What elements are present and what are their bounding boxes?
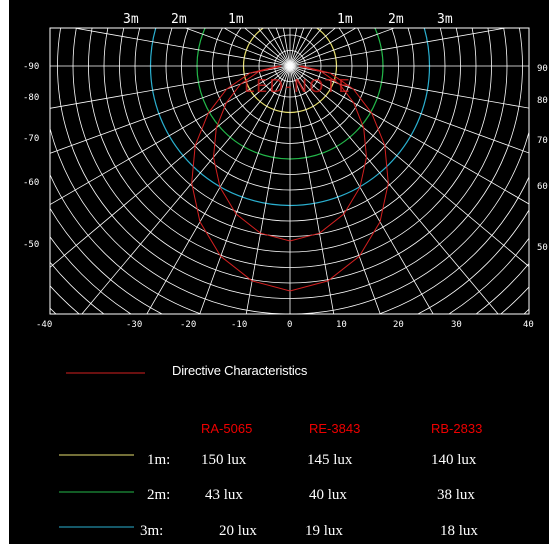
plot-frame bbox=[49, 27, 530, 315]
bottom-axis-label: 0 bbox=[287, 320, 292, 330]
grid-spoke bbox=[244, 28, 291, 67]
watermark-text: LED-NOTE bbox=[244, 76, 352, 97]
legend-curve-label: Directive Characteristics bbox=[172, 363, 308, 378]
model-re3843: RE-3843 bbox=[309, 421, 361, 436]
grid-spoke bbox=[184, 28, 291, 67]
grid-spoke bbox=[289, 28, 508, 67]
model-ra5065: RA-5065 bbox=[201, 421, 253, 436]
grid-spoke bbox=[289, 28, 298, 67]
grid-spoke bbox=[257, 28, 291, 67]
chart-panel: LED-NOTE -90 -80 -70 -60 -50 90 80 70 60 50 -40 -30 -… bbox=[9, 0, 549, 544]
grid-spoke bbox=[245, 65, 291, 314]
grid-spoke bbox=[289, 28, 305, 67]
cell-3m-ra5065: 20 lux bbox=[219, 523, 257, 539]
grid-spoke bbox=[289, 28, 336, 67]
grid-spoke bbox=[50, 65, 291, 109]
grid-spoke bbox=[72, 28, 291, 67]
grid-spoke bbox=[289, 65, 529, 154]
bottom-axis-label: -10 bbox=[231, 320, 247, 330]
bottom-axis-label: -20 bbox=[180, 320, 196, 330]
angle-label-left: -70 bbox=[23, 134, 39, 144]
distance-label-top-left: 3m bbox=[123, 12, 139, 27]
angle-label-right: 80 bbox=[537, 96, 548, 106]
grid-spoke bbox=[275, 28, 291, 67]
distance-label-top-left: 1m bbox=[228, 12, 244, 27]
grid-spoke bbox=[289, 65, 529, 205]
cell-1m-rb2833: 140 lux bbox=[431, 452, 477, 468]
model-rb2833: RB-2833 bbox=[431, 421, 483, 436]
cell-2m-rb2833: 38 lux bbox=[437, 487, 475, 503]
row-1m-label: 1m: bbox=[147, 452, 171, 468]
grid-spoke bbox=[289, 28, 313, 67]
grid-spoke bbox=[81, 65, 291, 314]
angle-label-left: -90 bbox=[23, 62, 39, 72]
angle-label-right: 60 bbox=[537, 182, 548, 192]
grid-spoke bbox=[289, 65, 381, 314]
grid-spoke bbox=[50, 65, 291, 206]
distance-label-top-right: 1m bbox=[337, 12, 353, 27]
grid-spoke bbox=[289, 65, 529, 109]
grid-spoke bbox=[289, 65, 529, 268]
grid-spoke bbox=[282, 28, 291, 67]
bottom-axis-label: 30 bbox=[451, 320, 462, 330]
bottom-axis-label: -30 bbox=[126, 320, 142, 330]
polar-plot: LED-NOTE -90 -80 -70 -60 -50 90 80 70 60 50 -40 -30 -… bbox=[23, 12, 548, 330]
distance-label-top-right: 3m bbox=[437, 12, 453, 27]
cell-1m-ra5065: 150 lux bbox=[201, 452, 247, 468]
grid-ring bbox=[50, 207, 529, 314]
bottom-axis-label: -40 bbox=[36, 320, 52, 330]
distance-label-top-left: 2m bbox=[171, 12, 187, 27]
row-3m-label: 3m: bbox=[140, 523, 164, 539]
angle-label-right: 50 bbox=[537, 243, 548, 253]
bottom-axis-label: 20 bbox=[393, 320, 404, 330]
grid-spoke bbox=[289, 65, 335, 314]
grid-spoke bbox=[50, 65, 291, 154]
grid-spoke bbox=[50, 65, 291, 268]
angle-label-left: -50 bbox=[23, 240, 39, 250]
grid-spoke bbox=[267, 28, 291, 67]
polar-grid: LED-NOTE bbox=[50, 28, 529, 314]
angle-label-left: -80 bbox=[23, 93, 39, 103]
grid-spoke bbox=[223, 28, 291, 67]
cell-2m-ra5065: 43 lux bbox=[205, 487, 243, 503]
angle-label-left: -60 bbox=[23, 178, 39, 188]
cell-3m-re3843: 19 lux bbox=[305, 523, 343, 539]
angle-label-right: 90 bbox=[537, 64, 548, 74]
cell-1m-re3843: 145 lux bbox=[307, 452, 353, 468]
grid-spoke bbox=[289, 28, 396, 67]
cell-3m-rb2833: 18 lux bbox=[440, 523, 478, 539]
grid-spoke bbox=[146, 65, 291, 314]
curve-directive-characteristics bbox=[191, 65, 389, 292]
row-2m-label: 2m: bbox=[147, 487, 171, 503]
bottom-axis-label: 40 bbox=[523, 320, 534, 330]
distance-label-top-right: 2m bbox=[388, 12, 404, 27]
grid-spoke bbox=[199, 65, 291, 314]
bottom-axis-label: 10 bbox=[336, 320, 347, 330]
grid-spoke bbox=[289, 65, 434, 314]
curve-inner bbox=[212, 65, 368, 242]
angle-label-right: 70 bbox=[537, 136, 548, 146]
cell-2m-re3843: 40 lux bbox=[309, 487, 347, 503]
grid-spoke bbox=[289, 65, 499, 314]
